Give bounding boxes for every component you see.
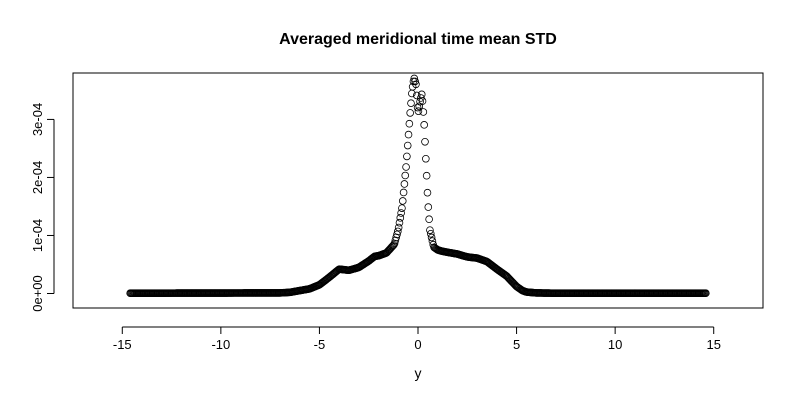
data-point (395, 218, 404, 227)
data-point (396, 214, 405, 222)
y-tick-label: 1e-04 (30, 219, 45, 252)
data-point (405, 119, 414, 128)
chart-title: Averaged meridional time mean STD (279, 31, 557, 48)
data-point (419, 108, 428, 116)
data-point (400, 180, 409, 188)
data-point (403, 152, 411, 161)
x-tick-label: -10 (211, 337, 230, 352)
data-point (399, 188, 408, 197)
data-point (414, 107, 423, 115)
data-point (404, 130, 413, 139)
data-point (410, 74, 419, 83)
data-point (403, 141, 412, 150)
data-point (420, 121, 428, 129)
y-tick-label: 0e+00 (30, 275, 45, 312)
x-tick-label: 10 (608, 337, 622, 352)
data-point (422, 171, 431, 180)
data-point (423, 188, 432, 197)
data-point (391, 236, 400, 245)
data-point (390, 239, 399, 248)
data-points (126, 74, 710, 298)
data-point (407, 99, 415, 107)
data-point (394, 223, 403, 232)
data-point (702, 289, 710, 298)
y-axis-ticks: 0e+00 1e-04 2e-04 3e-04 (30, 103, 54, 312)
data-point (394, 227, 402, 236)
data-point (421, 137, 429, 146)
x-tick-label: 0 (414, 337, 421, 352)
x-tick-label: -15 (113, 337, 132, 352)
data-point (406, 109, 414, 117)
data-point (426, 230, 435, 238)
x-tick-label: 15 (706, 337, 720, 352)
data-point (422, 154, 430, 163)
data-point (393, 230, 401, 239)
x-tick-label: 5 (513, 337, 520, 352)
y-tick-label: 2e-04 (30, 161, 45, 194)
x-axis-label: y (415, 365, 422, 381)
data-point (418, 97, 427, 105)
data-point (398, 197, 407, 205)
plot-frame (72, 72, 764, 309)
x-tick-label: -5 (314, 337, 326, 352)
data-point (389, 241, 398, 249)
data-point (389, 241, 397, 250)
data-point (412, 91, 421, 100)
data-point (397, 209, 405, 217)
data-point (401, 171, 410, 180)
data-point (392, 233, 400, 242)
data-point (411, 77, 419, 86)
x-axis-ticks: -15 -10 -5 0 5 10 15 (113, 327, 721, 352)
data-point (425, 215, 433, 224)
data-point (398, 204, 406, 212)
data-point (427, 233, 436, 242)
data-point (402, 163, 410, 171)
y-tick-label: 3e-04 (30, 103, 45, 136)
data-point (424, 203, 433, 211)
data-point (426, 226, 434, 234)
data-point (412, 80, 420, 89)
